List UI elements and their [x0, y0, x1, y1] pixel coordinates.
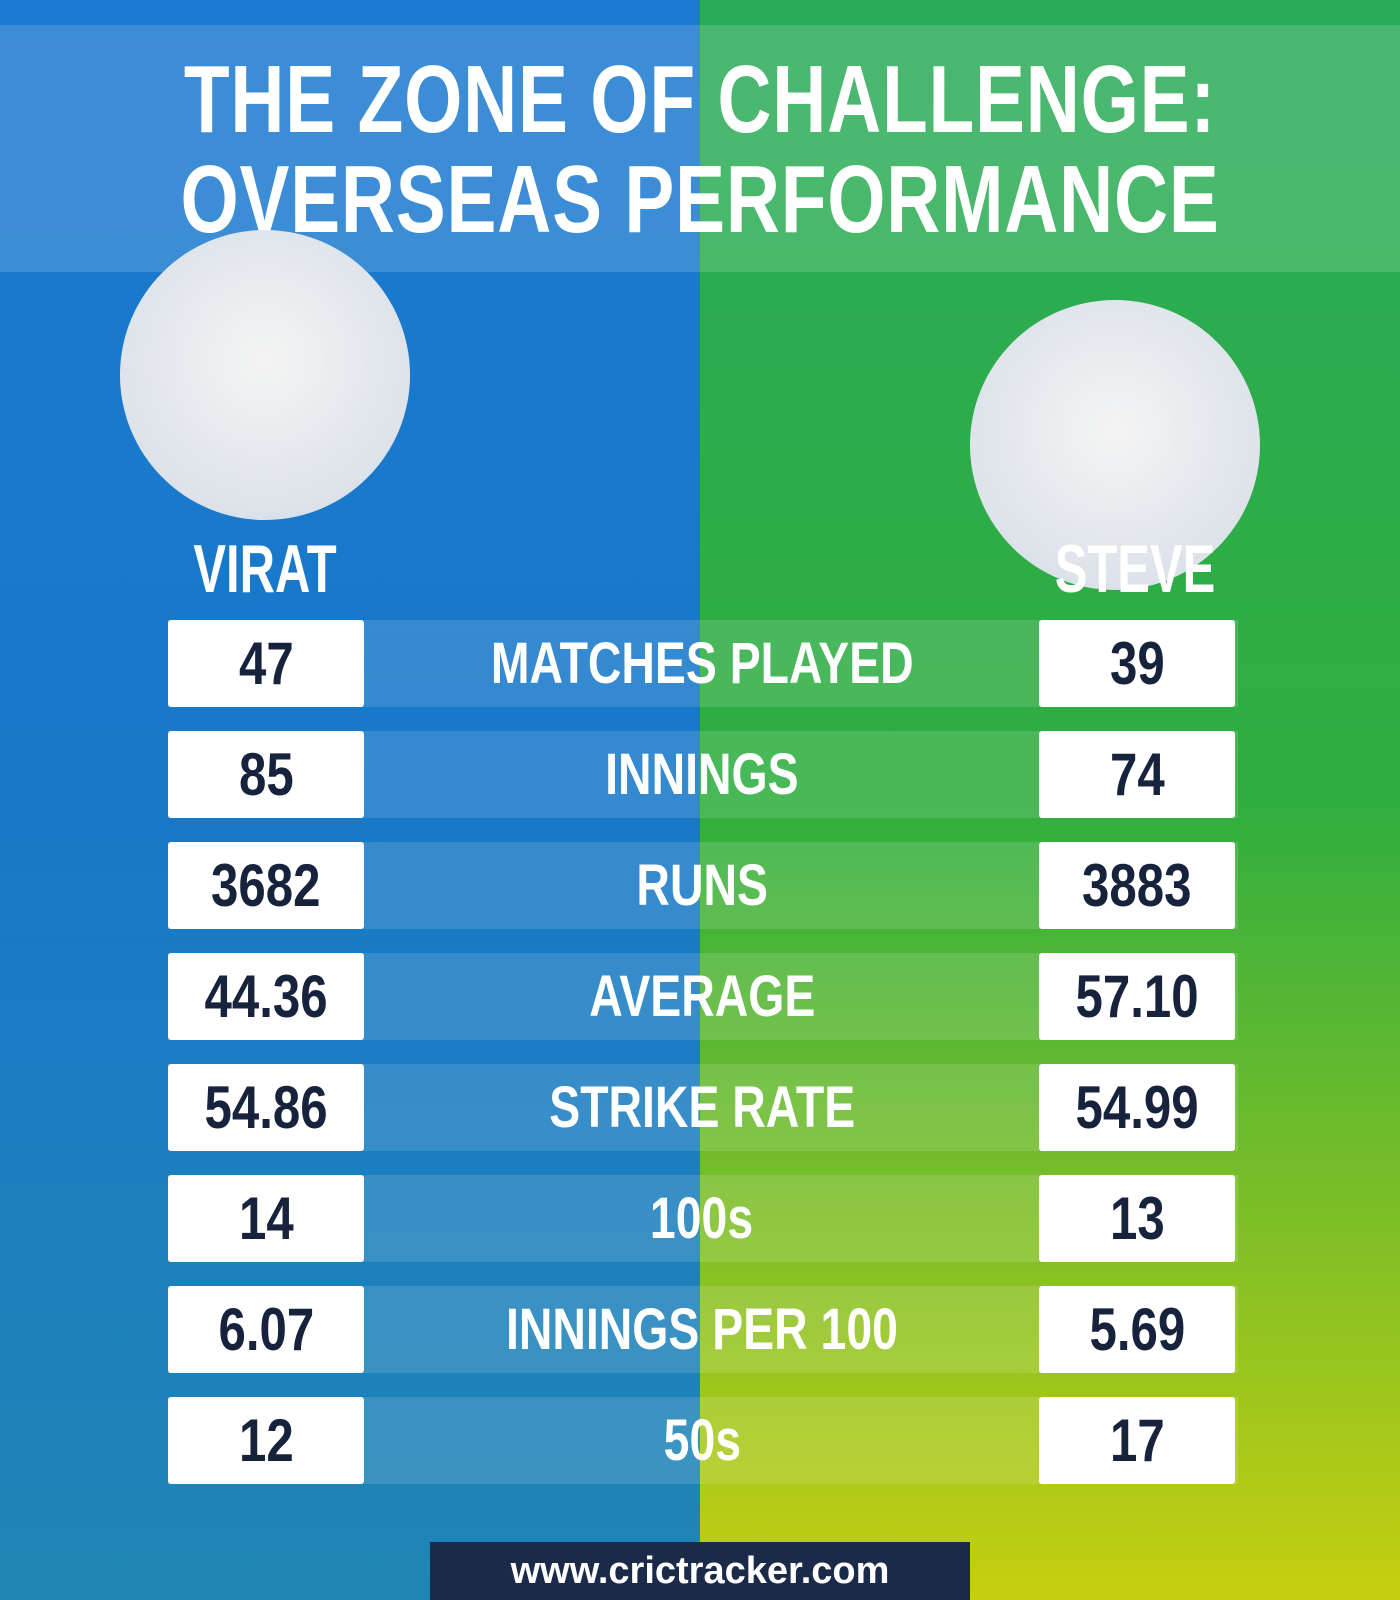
stat-label-text: AVERAGE [588, 964, 816, 1029]
stat-label: INNINGS PER 100 [365, 1286, 1039, 1373]
stat-label-text: 50s [663, 1408, 741, 1473]
right-value: 74 [1109, 741, 1165, 808]
value-box: 57.10 [1039, 953, 1235, 1040]
right-value: 13 [1109, 1185, 1165, 1252]
left-value: 14 [238, 1185, 294, 1252]
value-box: 14 [168, 1175, 364, 1262]
left-value: 12 [238, 1407, 294, 1474]
left-value: 85 [238, 741, 294, 808]
left-value: 44.36 [204, 963, 328, 1030]
stat-label: 100s [365, 1175, 1039, 1262]
right-value: 5.69 [1089, 1296, 1185, 1363]
value-box: 47 [168, 620, 364, 707]
stat-label: STRIKE RATE [365, 1064, 1039, 1151]
stat-label-text: INNINGS [605, 742, 799, 807]
value-box: 54.99 [1039, 1064, 1235, 1151]
value-box: 17 [1039, 1397, 1235, 1484]
left-value: 47 [238, 630, 294, 697]
stat-label-text: STRIKE RATE [549, 1075, 855, 1140]
player-photo [970, 300, 1260, 590]
value-box: 12 [168, 1397, 364, 1484]
title: OVERSEAS PERFORMANCE [180, 146, 1220, 253]
left-value: 54.86 [204, 1074, 328, 1141]
value-box: 54.86 [168, 1064, 364, 1151]
value-box: 6.07 [168, 1286, 364, 1373]
value-box: 44.36 [168, 953, 364, 1040]
title-band [0, 25, 1400, 272]
value-box: 3883 [1039, 842, 1235, 929]
stat-label-text: RUNS [636, 853, 768, 918]
value-box: 74 [1039, 731, 1235, 818]
footer: www.crictracker.com [430, 1542, 970, 1600]
right-value: 57.10 [1075, 963, 1199, 1030]
stat-label: AVERAGE [365, 953, 1039, 1040]
title: THE ZONE OF CHALLENGE: [183, 46, 1217, 153]
stat-label-text: INNINGS PER 100 [506, 1297, 898, 1362]
value-box: 13 [1039, 1175, 1235, 1262]
stat-label: 50s [365, 1397, 1039, 1484]
stat-label-text: MATCHES PLAYED [490, 631, 914, 696]
value-box: 3682 [168, 842, 364, 929]
value-box: 5.69 [1039, 1286, 1235, 1373]
stat-label: RUNS [365, 842, 1039, 929]
right-value: 54.99 [1075, 1074, 1199, 1141]
right-value: 39 [1109, 630, 1165, 697]
left-value: 6.07 [218, 1296, 314, 1363]
value-box: 39 [1039, 620, 1235, 707]
value-box: 85 [168, 731, 364, 818]
player-photo [120, 230, 410, 520]
left-value: 3682 [211, 852, 321, 919]
stat-label-text: 100s [650, 1186, 754, 1251]
stat-label: INNINGS [365, 731, 1039, 818]
right-value: 17 [1109, 1407, 1165, 1474]
right-value: 3883 [1082, 852, 1192, 919]
stat-label: MATCHES PLAYED [365, 620, 1039, 707]
